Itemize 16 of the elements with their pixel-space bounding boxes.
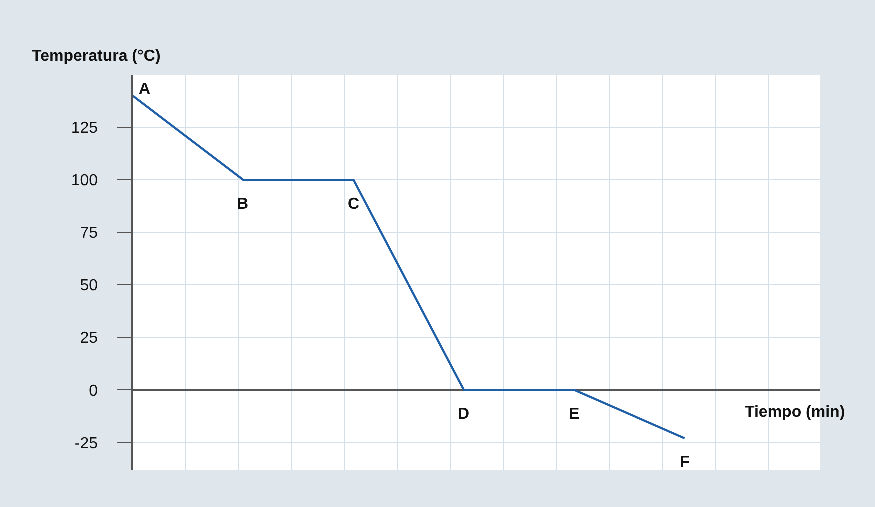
- y-tick-label: 100: [71, 172, 98, 190]
- annotation: F: [680, 454, 690, 471]
- y-tick-label: 75: [80, 225, 98, 242]
- y-tick-label: 50: [80, 278, 98, 295]
- x-axis-title: Tiempo (min): [745, 404, 846, 421]
- y-tick-label: 25: [80, 330, 98, 348]
- line-series: [133, 94, 686, 440]
- y-axis-title: Temperatura (°C): [32, 48, 161, 65]
- y-tick-label: -25: [74, 435, 98, 452]
- annotation: D: [458, 406, 470, 423]
- annotation: E: [569, 406, 580, 423]
- annotation: A: [139, 81, 151, 98]
- y-tick-label: 0: [89, 382, 98, 400]
- y-tick-label: 125: [71, 120, 98, 138]
- annotation: C: [348, 196, 360, 213]
- annotation: B: [237, 196, 249, 213]
